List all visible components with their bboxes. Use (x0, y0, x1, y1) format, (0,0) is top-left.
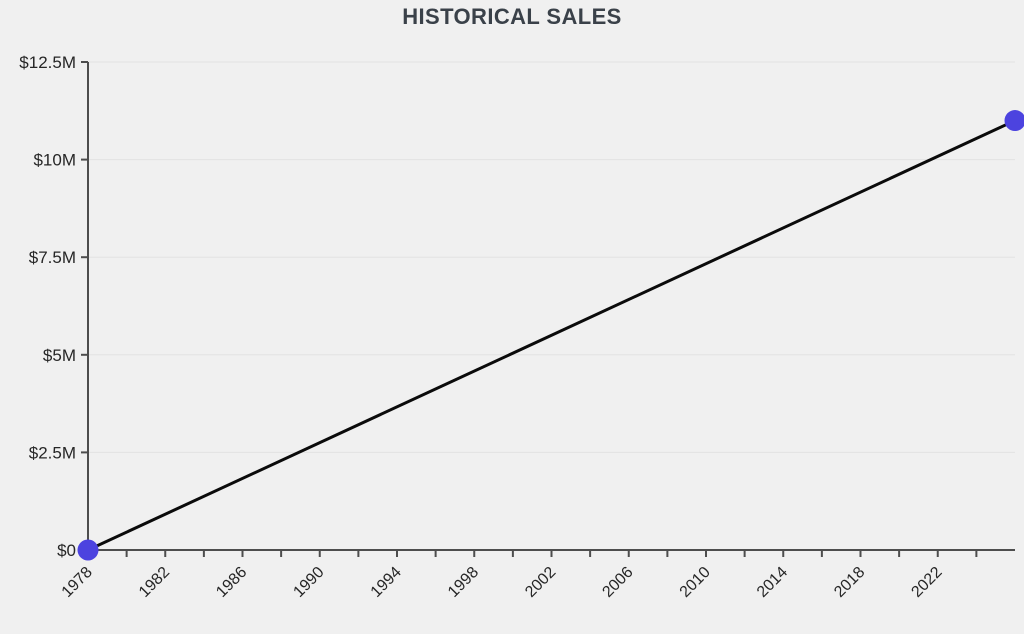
y-tick-label: $10M (33, 151, 76, 170)
x-tick-label: 2006 (599, 564, 636, 601)
y-tick-label: $5M (43, 346, 76, 365)
y-tick-label: $7.5M (29, 248, 76, 267)
x-tick-label: 1994 (368, 564, 405, 601)
x-tick-label: 2014 (754, 564, 791, 601)
series-line (87, 119, 1016, 552)
x-tick-label: 2022 (908, 564, 945, 601)
x-tick-label: 1986 (213, 564, 250, 601)
x-tick-label: 1982 (136, 564, 173, 601)
x-tick-label: 1990 (290, 564, 327, 601)
y-tick-label: $2.5M (29, 443, 76, 462)
data-point[interactable] (77, 539, 99, 561)
x-tick-label: 2002 (522, 564, 559, 601)
chart-title: HISTORICAL SALES (402, 4, 622, 29)
x-tick-label: 1978 (59, 564, 96, 601)
data-point[interactable] (1004, 110, 1024, 132)
y-tick-label: $0 (57, 541, 76, 560)
x-tick-label: 2018 (831, 564, 868, 601)
y-tick-label: $12.5M (19, 53, 76, 72)
x-tick-label: 1998 (445, 564, 482, 601)
x-tick-label: 2010 (677, 564, 714, 601)
